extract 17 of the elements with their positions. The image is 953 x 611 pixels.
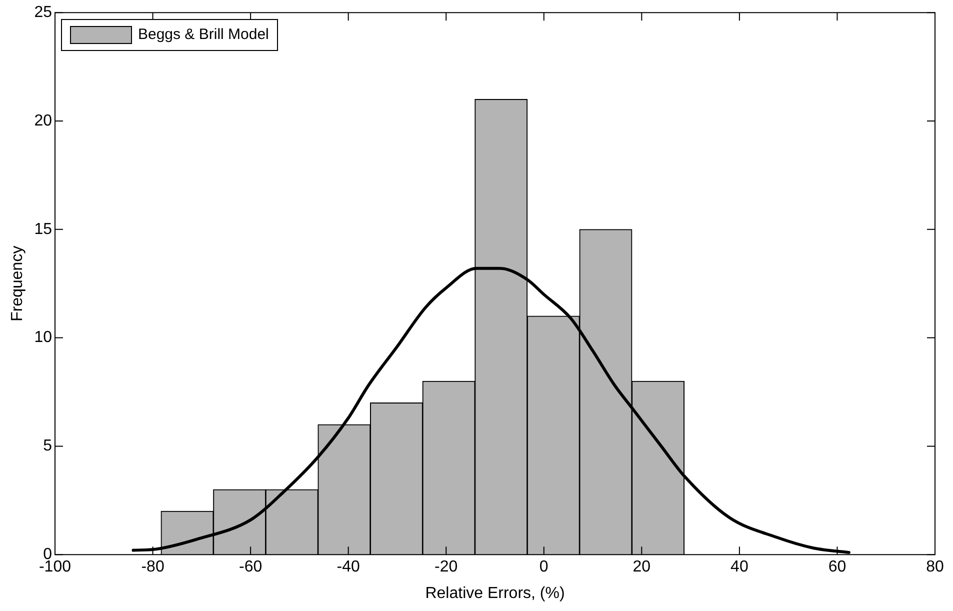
x-tick-label: -60 [238,558,262,576]
y-tick-label: 20 [34,112,52,130]
y-tick-label: 5 [43,438,52,455]
x-tick-label: -20 [434,558,458,576]
x-tick-label: 60 [828,558,846,576]
x-tick-label: 40 [730,558,748,576]
x-tick-label: 20 [632,558,651,576]
x-tick-label: -40 [336,558,360,576]
y-tick-label: 10 [34,329,52,346]
y-tick-label: 15 [34,220,52,238]
y-axis-title: Frequency [9,246,26,322]
x-axis-title: Relative Errors, (%) [425,584,565,602]
y-tick-label: 25 [34,4,52,22]
x-tick-label: -80 [141,558,164,576]
x-tick-label: 80 [926,558,944,576]
legend-label: Beggs & Brill Model [138,26,269,44]
x-tick-label: 0 [539,558,548,576]
